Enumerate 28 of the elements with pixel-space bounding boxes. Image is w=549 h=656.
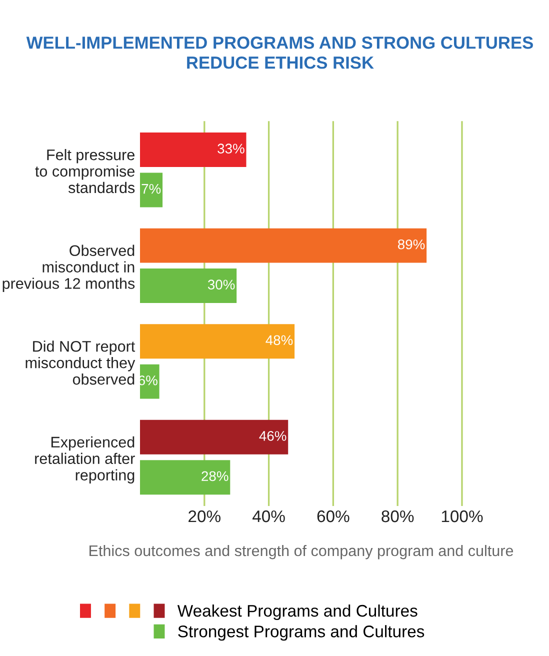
bar [140,364,160,399]
bar [140,132,246,168]
data-label: 89% [398,239,425,250]
bar [140,268,237,304]
data-label: 46% [259,431,286,441]
x-tick-label: 40% [252,510,285,522]
bar [140,324,295,359]
data-label: 28% [202,471,228,482]
data-label: 33% [218,144,244,154]
chart-title: WELL-IMPLEMENTED PROGRAMS AND STRONG CULTURES REDUCE ETHICS RISK [26,36,533,69]
bar [140,172,163,208]
x-tick-label: 100% [442,510,483,522]
bar [140,420,288,454]
x-tick-label: 60% [317,510,350,522]
y-tick-label: Felt pressure to compromise standards [35,149,135,194]
bar [140,228,427,263]
x-axis-title: Ethics outcomes and strength of company program and culture [90,544,514,560]
bar [140,460,230,495]
data-label: 48% [266,335,293,346]
legend-label: Strongest Programs and Cultures [178,625,424,641]
y-tick-label: Experienced retaliation after reporting [35,436,135,484]
data-label: 7% [142,184,161,194]
y-tick-label: Did NOT report misconduct they observed [26,340,136,385]
x-tick-label: 20% [188,510,220,522]
data-label: 30% [208,280,235,290]
y-tick-label: Observed misconduct in previous 12 months [2,244,135,292]
legend-label: Weakest Programs and Cultures [177,604,418,620]
x-tick-label: 80% [382,510,414,522]
